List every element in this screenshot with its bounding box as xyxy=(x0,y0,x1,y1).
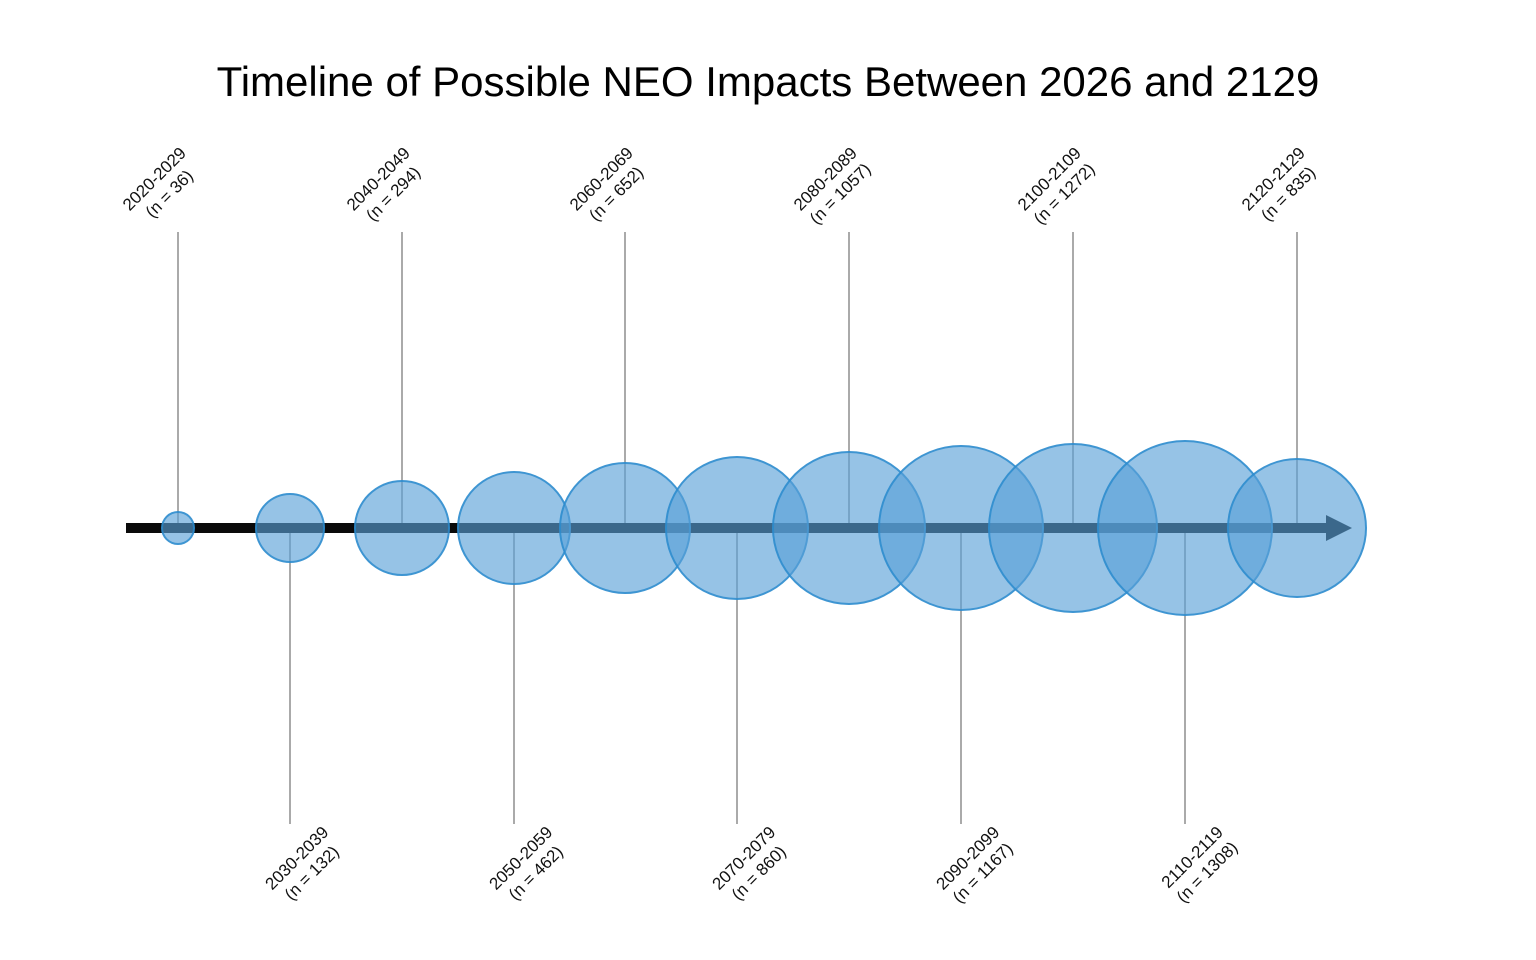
leader-line xyxy=(960,528,962,824)
leader-line xyxy=(624,232,626,528)
leader-line xyxy=(1296,232,1298,528)
impact-count-bubble xyxy=(161,511,195,545)
leader-line xyxy=(513,528,515,824)
decade-label: 2060-2069 (n = 652) xyxy=(565,143,652,230)
decade-label: 2070-2079 (n = 860) xyxy=(708,822,795,909)
decade-label: 2040-2049 (n = 294) xyxy=(342,143,429,230)
decade-label: 2120-2129 (n = 835) xyxy=(1237,143,1324,230)
decade-label: 2020-2029 (n = 36) xyxy=(118,143,205,230)
impact-count-bubble xyxy=(457,471,571,585)
decade-label: 2100-2109 (n = 1272) xyxy=(1013,143,1100,230)
leader-line xyxy=(289,528,291,824)
leader-line xyxy=(848,232,850,528)
decade-label: 2030-2039 (n = 132) xyxy=(261,822,348,909)
leader-line xyxy=(1072,232,1074,528)
impact-count-bubble xyxy=(1227,458,1367,598)
leader-line xyxy=(401,232,403,528)
decade-label: 2050-2059 (n = 462) xyxy=(485,822,572,909)
decade-label: 2090-2099 (n = 1167) xyxy=(932,822,1019,909)
decade-label: 2110-2119 (n = 1308) xyxy=(1157,822,1242,907)
leader-line xyxy=(736,528,738,824)
leader-line xyxy=(177,232,179,528)
decade-label: 2080-2089 (n = 1057) xyxy=(789,143,876,230)
chart-title: Timeline of Possible NEO Impacts Between… xyxy=(216,58,1320,105)
leader-line xyxy=(1184,528,1186,824)
impact-count-bubble xyxy=(255,493,325,563)
impact-count-bubble xyxy=(354,480,450,576)
